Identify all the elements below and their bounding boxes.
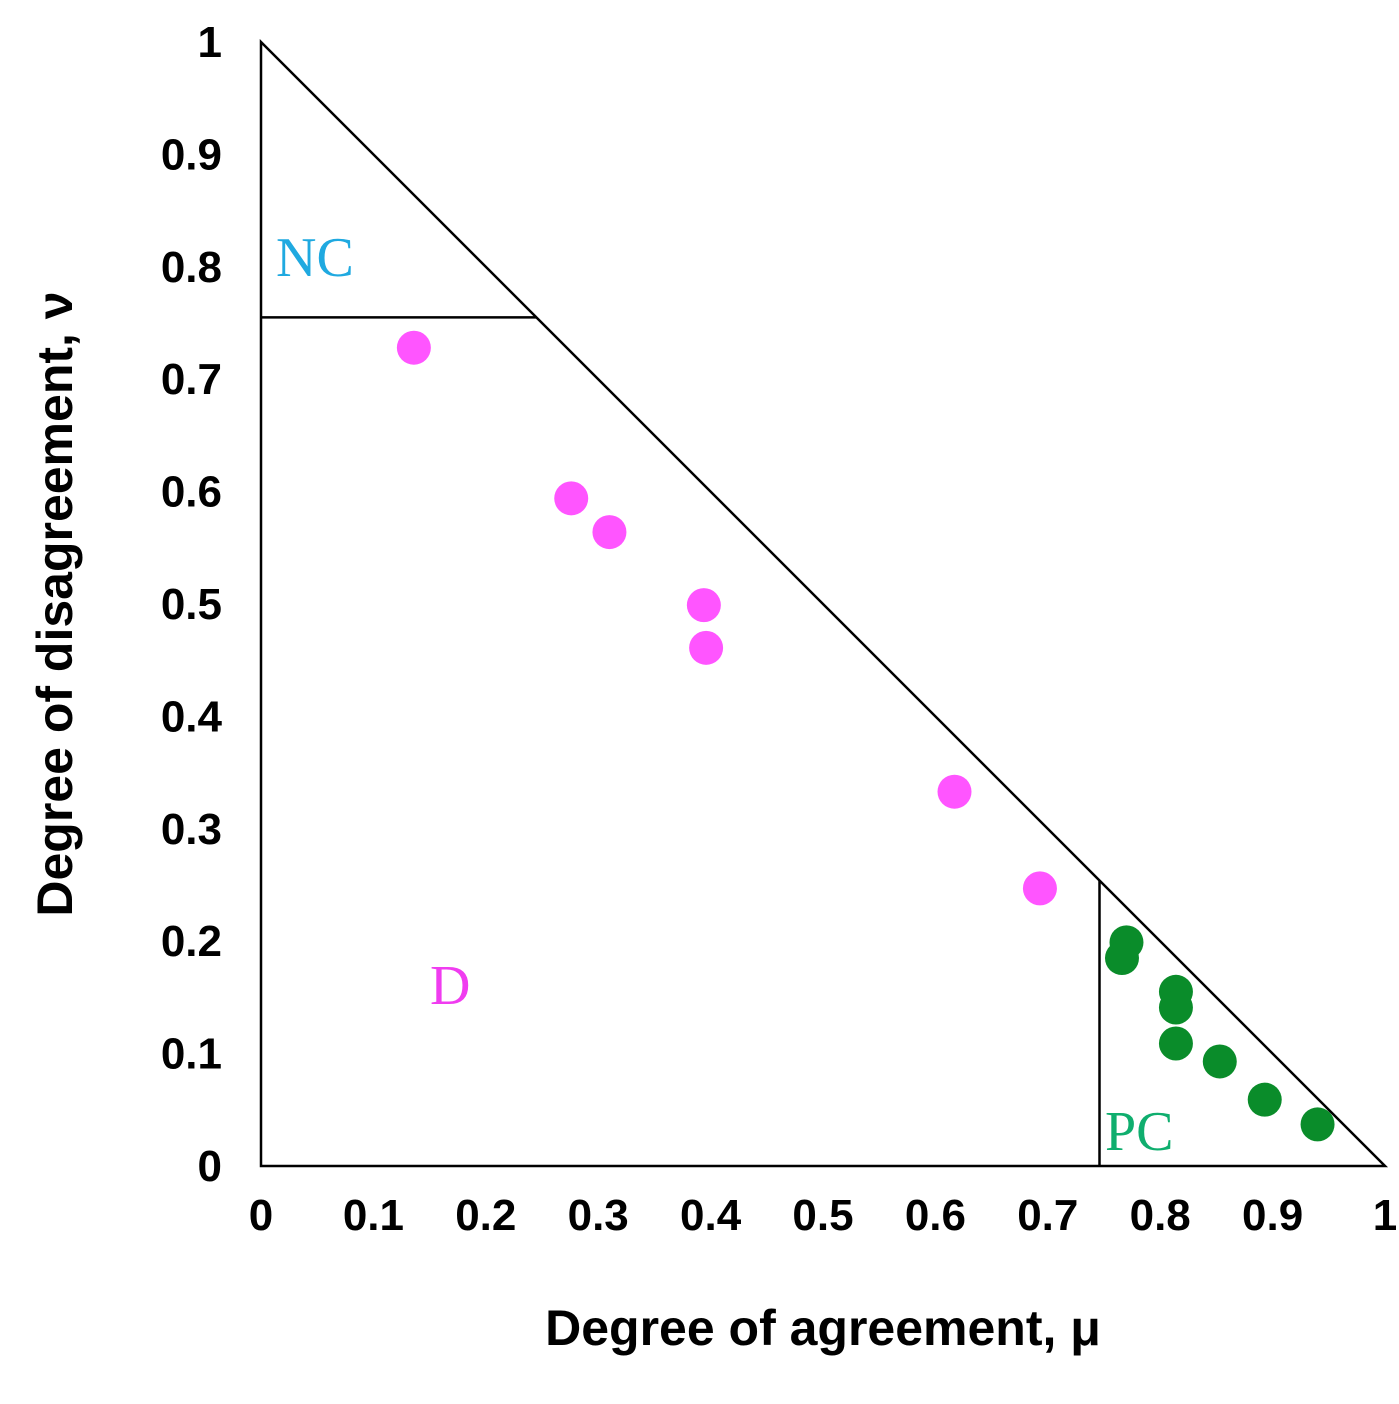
y-tick-label: 0 <box>198 1142 222 1191</box>
data-point <box>1158 1026 1193 1061</box>
y-axis-title: Degree of disagreement, ν <box>27 291 83 916</box>
y-tick-label: 0.1 <box>161 1030 222 1079</box>
data-point <box>937 774 972 809</box>
data-point <box>1158 990 1193 1025</box>
triangle-frame <box>259 38 1389 1168</box>
data-point <box>1300 1107 1335 1142</box>
data-point <box>1202 1044 1237 1079</box>
x-tick-label: 0.8 <box>1130 1191 1191 1240</box>
data-point <box>554 481 589 516</box>
x-tick-label: 0.7 <box>1017 1191 1078 1240</box>
y-tick-label: 1 <box>198 18 222 67</box>
y-tick-label: 0.5 <box>161 580 222 629</box>
y-tick-label: 0.3 <box>161 805 222 854</box>
data-point <box>686 588 721 623</box>
region-label: D <box>430 955 470 1017</box>
y-tick-label: 0.7 <box>161 355 222 404</box>
x-tick-label: 0.9 <box>1242 1191 1303 1240</box>
x-tick-label: 0.4 <box>680 1191 742 1240</box>
y-tick-label: 0.6 <box>161 468 222 517</box>
region-label: NC <box>276 227 354 289</box>
x-axis-title: Degree of agreement, μ <box>545 1300 1101 1356</box>
region-label: PC <box>1105 1101 1174 1163</box>
x-tick-label: 1 <box>1373 1191 1397 1240</box>
y-tick-label: 0.9 <box>161 130 222 179</box>
data-point <box>1104 941 1139 976</box>
data-point <box>1022 871 1057 906</box>
data-point <box>396 330 431 365</box>
x-tick-label: 0.2 <box>455 1191 516 1240</box>
y-tick-label: 0.8 <box>161 243 222 292</box>
data-point <box>1247 1082 1282 1117</box>
x-tick-label: 0.5 <box>792 1191 853 1240</box>
data-point <box>592 515 627 550</box>
y-tick-label: 0.4 <box>161 692 223 741</box>
y-tick-label: 0.2 <box>161 917 222 966</box>
x-tick-label: 0.3 <box>568 1191 629 1240</box>
data-point <box>689 630 724 665</box>
x-tick-label: 0 <box>249 1191 273 1240</box>
x-tick-label: 0.6 <box>905 1191 966 1240</box>
x-tick-label: 0.1 <box>343 1191 404 1240</box>
